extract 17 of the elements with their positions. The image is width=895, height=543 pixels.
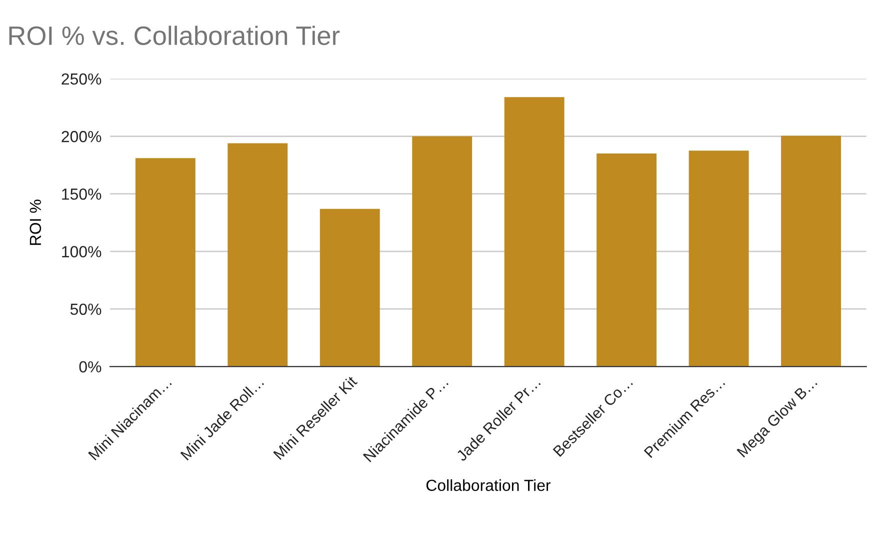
y-tick-label: 100% bbox=[62, 246, 102, 258]
bar bbox=[504, 97, 564, 367]
x-axis-title: Collaboration Tier bbox=[426, 479, 551, 491]
bar bbox=[320, 208, 380, 367]
y-tick-label: 200% bbox=[62, 130, 102, 142]
y-axis-title: ROI % bbox=[30, 200, 42, 245]
bar bbox=[596, 154, 657, 367]
y-tick-label: 150% bbox=[62, 188, 102, 200]
bar bbox=[412, 136, 472, 367]
bar bbox=[228, 143, 288, 367]
y-tick-label: 250% bbox=[62, 73, 102, 85]
bar bbox=[688, 150, 749, 367]
chart-title: ROI % vs. Collaboration Tier bbox=[9, 26, 340, 46]
bar bbox=[781, 136, 841, 367]
bar bbox=[135, 158, 196, 367]
y-tick-label: 0% bbox=[79, 361, 102, 372]
y-tick-label: 50% bbox=[70, 304, 102, 315]
